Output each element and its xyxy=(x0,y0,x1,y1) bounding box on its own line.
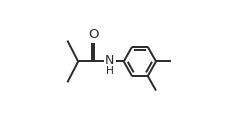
Text: O: O xyxy=(89,28,99,41)
Text: H: H xyxy=(106,66,114,76)
Text: N: N xyxy=(105,54,115,67)
